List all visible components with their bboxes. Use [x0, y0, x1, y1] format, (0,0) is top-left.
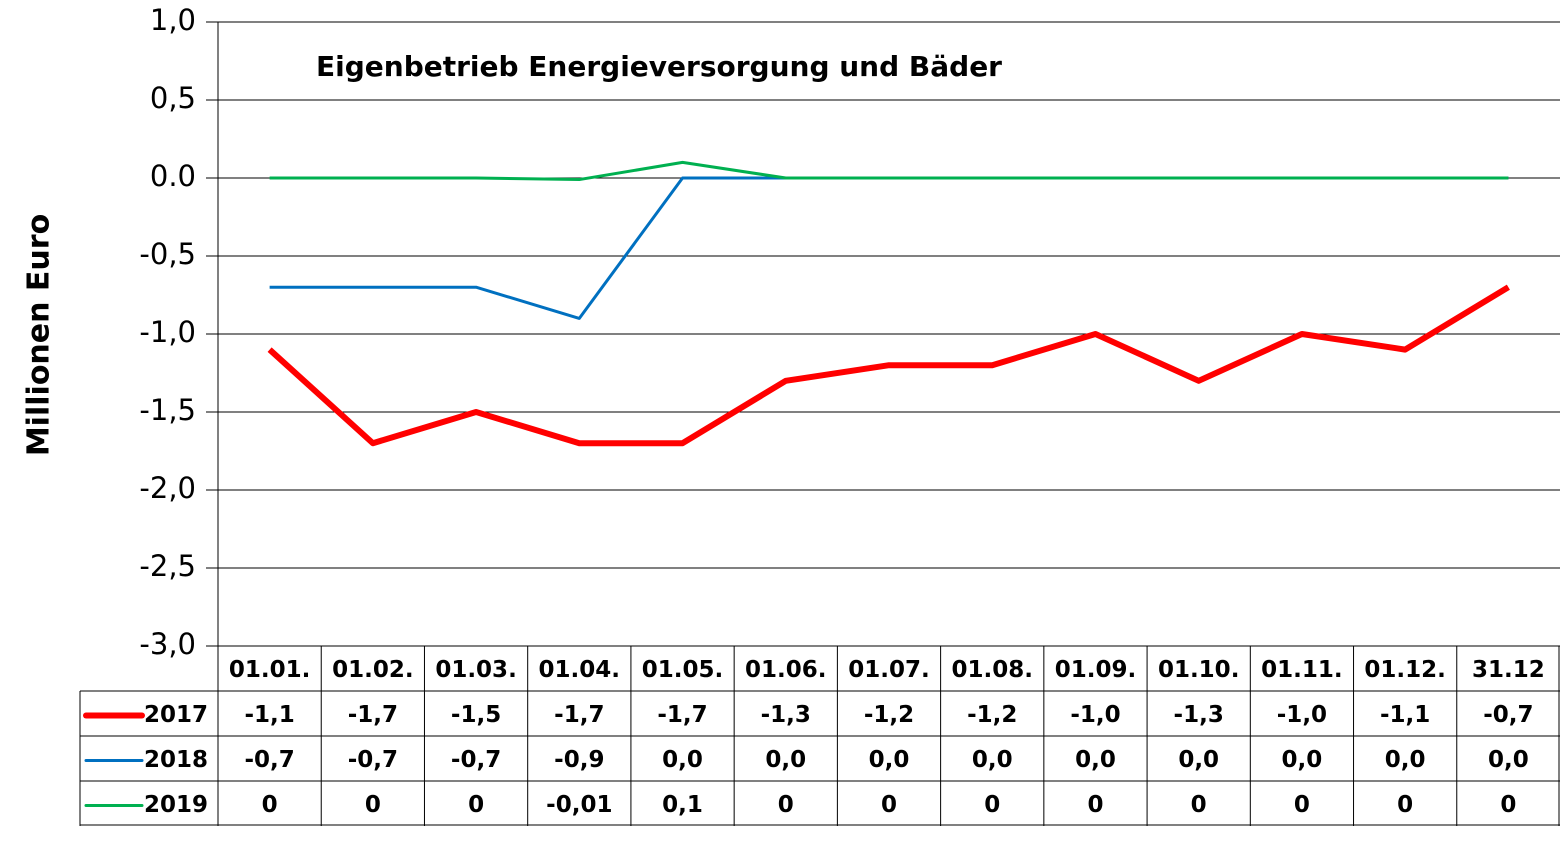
- legend-label: 2018: [144, 747, 208, 773]
- x-tick-label: 01.02.: [332, 657, 414, 683]
- x-tick-label: 01.09.: [1055, 657, 1137, 683]
- table-value: -1,0: [1277, 702, 1327, 728]
- table-value: -1,7: [657, 702, 707, 728]
- table-value: 0,0: [765, 747, 806, 773]
- table-value: 0: [1397, 792, 1413, 818]
- table-value: -1,2: [864, 702, 914, 728]
- legend-label: 2017: [144, 702, 208, 728]
- y-tick-label: -2,0: [139, 471, 196, 505]
- table-value: 0,0: [662, 747, 703, 773]
- table-value: 0: [984, 792, 1000, 818]
- table-value: 0: [778, 792, 794, 818]
- table-value: 0: [365, 792, 381, 818]
- table-value: -1,2: [967, 702, 1017, 728]
- table-value: 0: [1191, 792, 1207, 818]
- y-tick-label: -1,5: [139, 393, 196, 427]
- x-tick-label: 01.11.: [1261, 657, 1343, 683]
- table-value: 0: [1500, 792, 1516, 818]
- x-tick-label: 01.04.: [539, 657, 621, 683]
- x-tick-label: 01.01.: [229, 657, 311, 683]
- table-value: 0,0: [1075, 747, 1116, 773]
- series-line: [267, 284, 1510, 447]
- table-value: 0: [881, 792, 897, 818]
- table-value: -1,0: [1070, 702, 1120, 728]
- y-tick-label: -3,0: [139, 627, 196, 661]
- x-tick-label: 01.06.: [745, 657, 827, 683]
- table-value: 0,0: [1282, 747, 1323, 773]
- y-tick-label: -1,0: [139, 315, 196, 349]
- y-tick-label: 0.0: [150, 159, 196, 193]
- table-value: 0,0: [1488, 747, 1529, 773]
- table-value: -1,5: [451, 702, 501, 728]
- table-value: -1,1: [1380, 702, 1430, 728]
- table-value: -1,7: [348, 702, 398, 728]
- series-line: [269, 160, 1509, 182]
- legend-label: 2019: [144, 792, 208, 818]
- table-value: -0,7: [451, 747, 501, 773]
- table-value: -0,01: [546, 792, 612, 818]
- table-value: -0,7: [348, 747, 398, 773]
- table-value: -1,7: [554, 702, 604, 728]
- y-axis-label: Millionen Euro: [22, 214, 57, 456]
- series-line: [269, 176, 1509, 320]
- y-tick-label: -2,5: [139, 549, 196, 583]
- y-tick-label: 1,0: [150, 3, 196, 37]
- table-value: 0: [468, 792, 484, 818]
- chart-title: Eigenbetrieb Energieversorgung und Bäder: [316, 50, 1002, 83]
- table-value: 0: [1087, 792, 1103, 818]
- table-value: -0,7: [1483, 702, 1533, 728]
- table-value: -0,9: [554, 747, 604, 773]
- table-value: 0,0: [1385, 747, 1426, 773]
- table-value: 0: [262, 792, 278, 818]
- x-tick-label: 01.03.: [435, 657, 517, 683]
- table-value: 0,1: [662, 792, 703, 818]
- table-value: -0,7: [244, 747, 294, 773]
- x-tick-label: 01.05.: [642, 657, 724, 683]
- table-value: 0,0: [1178, 747, 1219, 773]
- table-value: 0: [1294, 792, 1310, 818]
- table-value: 0,0: [972, 747, 1013, 773]
- table-value: -1,3: [761, 702, 811, 728]
- table-value: -1,3: [1174, 702, 1224, 728]
- x-tick-label: 01.12.: [1364, 657, 1446, 683]
- x-tick-label: 01.10.: [1158, 657, 1240, 683]
- y-tick-label: -0,5: [139, 237, 196, 271]
- table-value: -1,1: [244, 702, 294, 728]
- x-tick-label: 01.08.: [951, 657, 1033, 683]
- y-tick-label: 0,5: [150, 81, 196, 115]
- table-value: 0,0: [869, 747, 910, 773]
- x-tick-label: 01.07.: [848, 657, 930, 683]
- x-tick-label: 31.12: [1472, 657, 1545, 683]
